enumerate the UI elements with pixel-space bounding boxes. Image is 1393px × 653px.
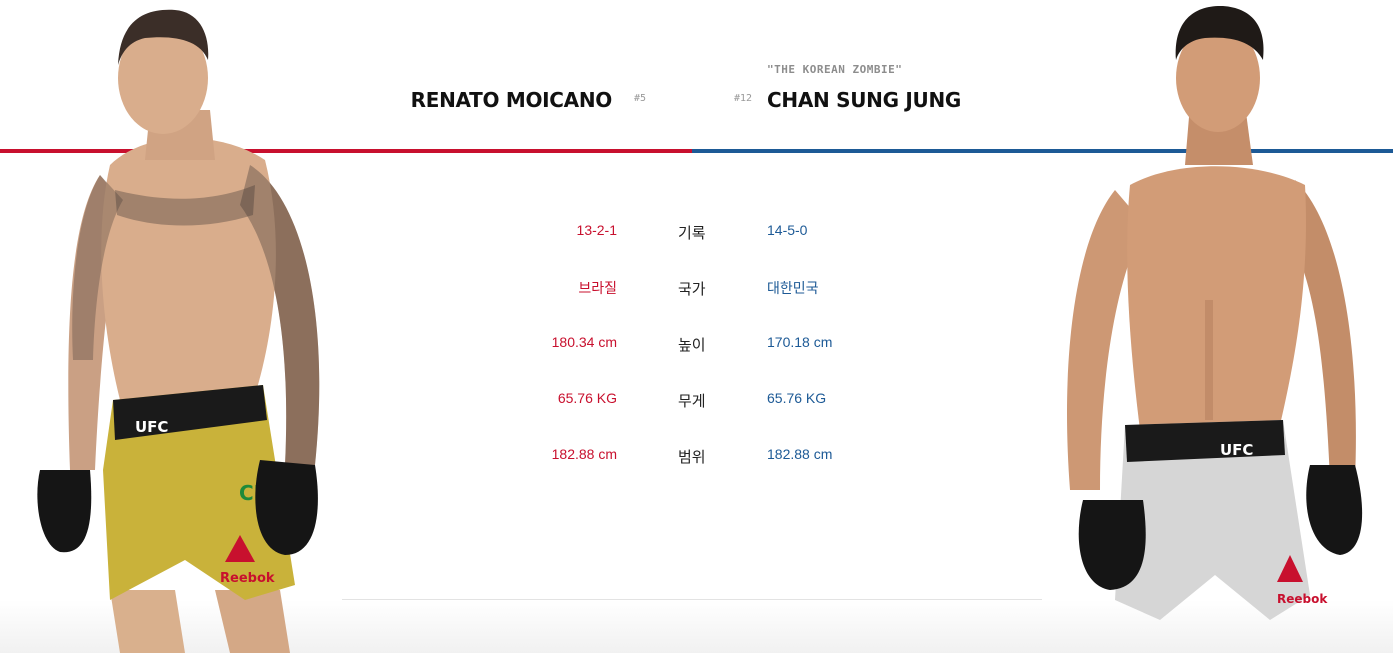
red-trunks-reebok-text: Reebok	[220, 571, 275, 586]
blue-fighter-rank: #12	[734, 93, 753, 104]
stat-row-country: 브라질 국가 대한민국	[0, 278, 1393, 302]
red-stat-value: 182.88 cm	[551, 446, 617, 462]
red-trunks-ufc-text: UFC	[135, 418, 168, 436]
bottom-divider	[342, 599, 1042, 600]
red-stat-value: 13-2-1	[576, 222, 617, 238]
red-fighter-photo: UFC Reebok CP	[37, 9, 320, 653]
red-stat-value: 180.34 cm	[551, 334, 617, 350]
red-fighter-rank: #5	[634, 93, 647, 104]
blue-fighter-photo: UFC Reebok	[1067, 5, 1363, 620]
blue-fighter-name[interactable]: CHAN SUNG JUNG	[767, 88, 961, 112]
blue-stat-value: 대한민국	[767, 280, 819, 296]
red-fighter-body: UFC Reebok CP	[37, 9, 320, 653]
blue-fighter-nickname: "THE KOREAN ZOMBIE"	[767, 63, 903, 76]
stat-label: 범위	[678, 448, 706, 466]
stat-label: 높이	[678, 336, 706, 354]
stat-row-record: 13-2-1 기록 14-5-0	[0, 222, 1393, 246]
stat-row-height: 180.34 cm 높이 170.18 cm	[0, 334, 1393, 358]
stat-row-weight: 65.76 KG 무게 65.76 KG	[0, 390, 1393, 414]
red-fighter-name[interactable]: RENATO MOICANO	[410, 88, 613, 112]
blue-stat-value: 14-5-0	[767, 222, 808, 238]
blue-trunks-reebok-text: Reebok	[1277, 592, 1328, 606]
stat-label: 기록	[678, 224, 706, 242]
blue-stat-value: 170.18 cm	[767, 334, 833, 350]
red-corner-bar	[0, 149, 692, 153]
red-stat-value: 65.76 KG	[557, 390, 617, 406]
blue-corner-bar	[692, 149, 1393, 153]
red-stat-value: 브라질	[578, 280, 617, 296]
blue-trunks-ufc-text: UFC	[1220, 441, 1253, 459]
stat-row-reach: 182.88 cm 범위 182.88 cm	[0, 446, 1393, 470]
stat-label: 국가	[678, 280, 706, 298]
blue-stat-value: 182.88 cm	[767, 446, 833, 462]
stat-label: 무게	[678, 392, 706, 410]
blue-fighter-body: UFC Reebok	[1067, 5, 1363, 620]
blue-stat-value: 65.76 KG	[767, 390, 827, 406]
